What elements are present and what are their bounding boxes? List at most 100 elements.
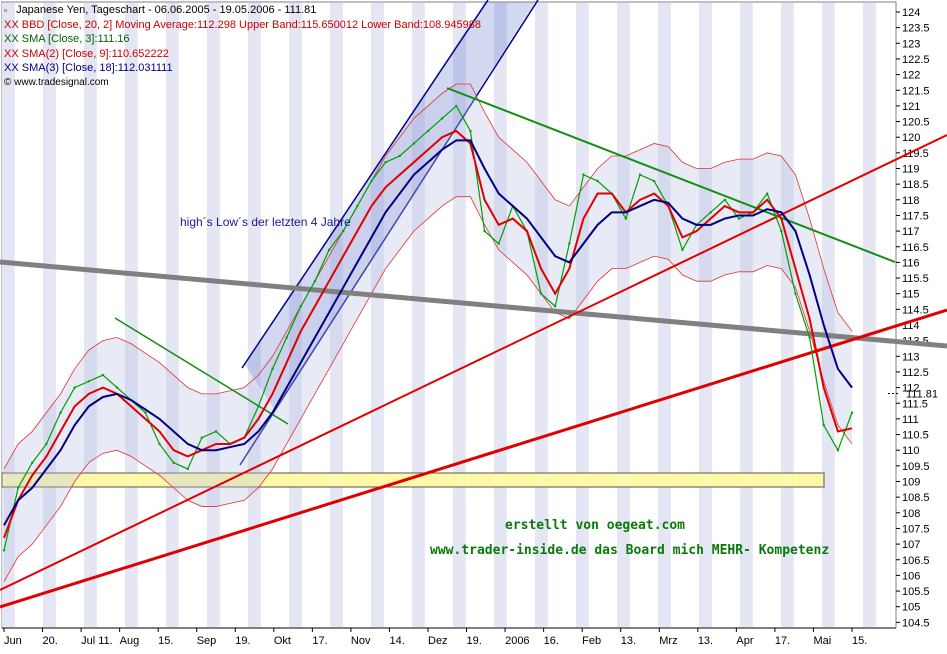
x-tick-label: 13. bbox=[698, 635, 713, 647]
y-tick-label: 105 bbox=[902, 602, 920, 614]
x-tick-label: 17. bbox=[775, 635, 790, 647]
week-shading bbox=[535, 3, 548, 627]
week-shading bbox=[494, 3, 507, 627]
week-shading bbox=[781, 3, 794, 627]
y-tick-label: 110.5 bbox=[902, 430, 929, 442]
data-point bbox=[285, 336, 288, 339]
week-shading bbox=[371, 3, 384, 627]
y-tick-label: 106.5 bbox=[902, 555, 930, 567]
y-tick-label: 120.5 bbox=[902, 117, 930, 129]
y-tick-label: 114.5 bbox=[902, 304, 929, 316]
bollinger-band-fill bbox=[4, 83, 852, 582]
y-tick-label: 104.5 bbox=[902, 617, 930, 629]
y-tick-label: 119 bbox=[902, 164, 920, 176]
data-point bbox=[836, 449, 840, 452]
week-shading bbox=[43, 3, 56, 627]
week-shading bbox=[699, 3, 712, 627]
data-point bbox=[709, 211, 712, 214]
data-point bbox=[483, 229, 486, 233]
y-tick-label: 117.5 bbox=[902, 210, 929, 222]
data-point bbox=[356, 204, 359, 208]
data-point bbox=[794, 292, 797, 295]
square-icon: ▫ bbox=[4, 5, 8, 15]
data-point bbox=[313, 279, 317, 283]
legend-text: © www.tradesignal.com bbox=[4, 76, 109, 88]
x-tick-label: 16. bbox=[544, 635, 559, 647]
y-tick-label: 109.5 bbox=[902, 461, 930, 473]
data-point bbox=[172, 461, 175, 464]
data-point bbox=[45, 442, 48, 446]
x-tick-label: Dez bbox=[428, 635, 448, 647]
data-point bbox=[299, 305, 302, 308]
legend-item: ▫ Japanese Yen, Tageschart - 06.06.2005 … bbox=[4, 3, 481, 18]
x-tick-label: 15. bbox=[852, 635, 867, 647]
data-point bbox=[723, 198, 726, 201]
y-tick-label: 115.5 bbox=[902, 273, 929, 285]
x-tick-label: Jul 11. bbox=[81, 635, 113, 647]
rising-trendline-long bbox=[0, 308, 947, 609]
data-point bbox=[539, 292, 543, 295]
data-point bbox=[455, 104, 458, 108]
data-point bbox=[342, 229, 345, 233]
channel-upper-line bbox=[241, 0, 489, 369]
data-point bbox=[115, 386, 119, 389]
x-tick-label: Jun bbox=[4, 635, 22, 647]
week-shading bbox=[412, 3, 425, 627]
horizontal-trendline bbox=[0, 259, 947, 349]
data-point bbox=[158, 442, 161, 446]
legend-text: XX SMA [Close, 3]:111.16 bbox=[4, 33, 130, 45]
data-point bbox=[186, 467, 189, 471]
y-tick-label: 117 bbox=[902, 226, 920, 238]
x-tick-label: 2006 bbox=[505, 635, 529, 647]
data-point bbox=[469, 129, 472, 133]
legend-item: XX SMA(2) [Close, 9]:110.652222 bbox=[4, 47, 481, 62]
series-line-2 bbox=[3, 129, 853, 539]
data-point bbox=[822, 423, 825, 427]
week-shading bbox=[453, 3, 466, 627]
week-shading bbox=[863, 3, 876, 627]
y-tick-label: 112.5 bbox=[902, 367, 929, 379]
x-tick-label: Apr bbox=[736, 635, 753, 647]
week-shading bbox=[2, 3, 15, 627]
annotation-text: high´s Low´s der letzten 4 Jahre bbox=[180, 215, 351, 229]
x-tick-label: 17. bbox=[312, 635, 327, 647]
data-point bbox=[73, 386, 76, 389]
y-tick-label: 121.5 bbox=[902, 85, 930, 97]
data-point bbox=[568, 242, 571, 245]
falling-trendline bbox=[446, 87, 896, 263]
x-tick-label: 19. bbox=[467, 635, 482, 647]
data-point bbox=[681, 248, 684, 252]
x-tick-label: 15. bbox=[158, 635, 173, 647]
data-point bbox=[384, 161, 387, 164]
data-point bbox=[214, 430, 218, 433]
legend-item: © www.tradesignal.com bbox=[4, 76, 481, 91]
y-tick-label: 107.5 bbox=[902, 523, 930, 535]
data-point bbox=[850, 411, 854, 414]
data-point bbox=[426, 129, 430, 133]
y-tick-label: 112 bbox=[902, 383, 920, 395]
y-tick-label: 123.5 bbox=[902, 23, 930, 35]
data-point bbox=[737, 217, 741, 220]
x-tick-label: 14. bbox=[389, 635, 404, 647]
data-point bbox=[2, 549, 6, 552]
data-point bbox=[638, 173, 642, 176]
legend-text: XX BBD [Close, 20, 2] Moving Average:112… bbox=[4, 18, 482, 31]
data-point bbox=[596, 179, 599, 183]
week-shading bbox=[822, 3, 835, 627]
y-tick-label: 105.5 bbox=[902, 586, 930, 598]
y-tick-label: 115 bbox=[902, 289, 920, 301]
data-point bbox=[766, 192, 769, 195]
legend-text: XX SMA(3) [Close, 18]:112.031111 bbox=[4, 62, 173, 74]
x-tick-label: 13. bbox=[621, 635, 636, 647]
data-point bbox=[59, 411, 62, 414]
week-shading bbox=[166, 3, 179, 627]
week-shading bbox=[740, 3, 753, 627]
data-point bbox=[497, 242, 500, 245]
y-tick-label: 118.5 bbox=[902, 179, 929, 191]
support-zone bbox=[1, 472, 825, 488]
legend-text: XX SMA(2) [Close, 9]:110.652222 bbox=[4, 47, 169, 60]
data-point bbox=[31, 461, 34, 464]
series-line-3 bbox=[3, 139, 853, 526]
